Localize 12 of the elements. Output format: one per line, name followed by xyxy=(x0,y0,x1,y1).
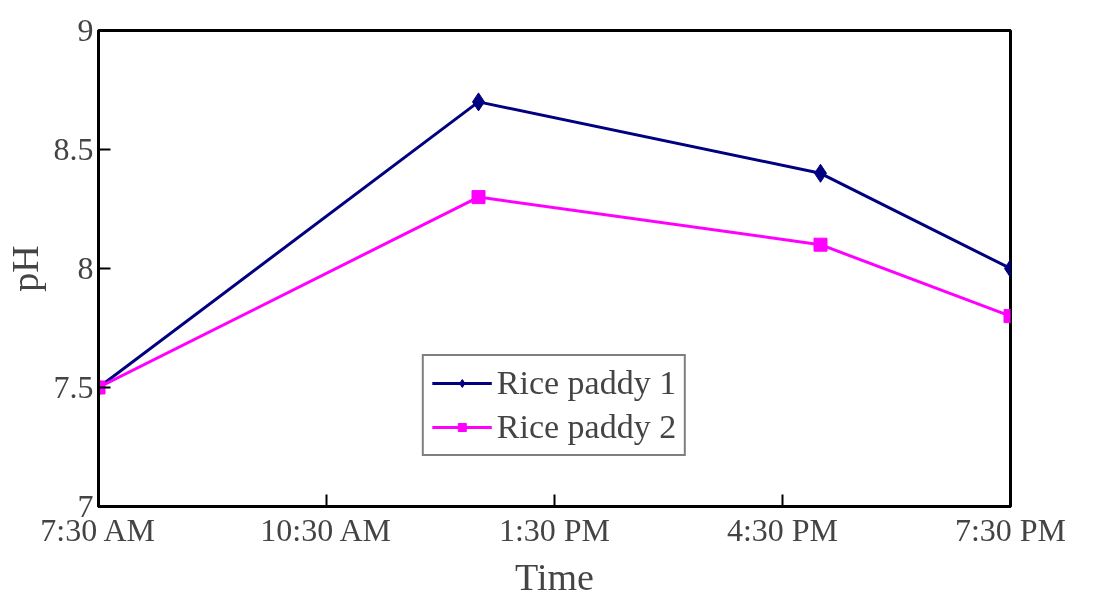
y-tick-label: 8 xyxy=(77,250,94,286)
x-tick-label: 1:30 PM xyxy=(498,511,611,548)
y-axis-title: pH xyxy=(3,245,46,292)
y-tick-label: 8.5 xyxy=(53,131,94,167)
y-tick-label: 9 xyxy=(77,12,94,48)
x-axis-title: Time xyxy=(515,555,594,598)
x-tick-label: 7:30 PM xyxy=(954,511,1067,548)
x-tick-label: 10:30 AM xyxy=(260,511,391,548)
legend-label: Rice paddy 1 xyxy=(496,364,677,402)
x-tick-label: 4:30 PM xyxy=(726,511,839,548)
legend-label: Rice paddy 2 xyxy=(496,408,677,446)
y-tick-label: 7.5 xyxy=(53,369,94,405)
